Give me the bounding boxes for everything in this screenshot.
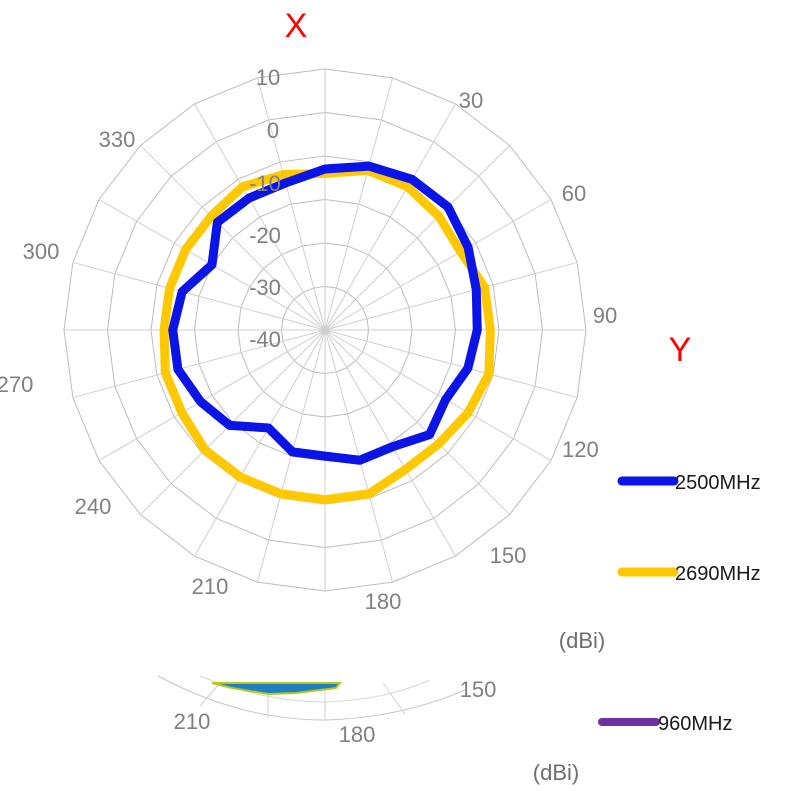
grid-spoke xyxy=(324,199,552,331)
angle-label-180: 180 xyxy=(365,589,402,614)
fragment-unit-label: (dBi) xyxy=(533,760,579,785)
grid-spoke xyxy=(324,329,510,515)
angle-label-150: 150 xyxy=(490,543,527,568)
series-line-2690MHz xyxy=(159,165,495,505)
grid-spoke xyxy=(324,77,394,331)
y-axis-title: Y xyxy=(669,331,692,369)
radial-tick-label: 10 xyxy=(256,65,280,90)
grid-spoke xyxy=(324,145,510,331)
angle-label-300: 300 xyxy=(23,239,60,264)
grid-spoke xyxy=(256,77,326,331)
radial-tick-label: -20 xyxy=(249,223,281,248)
series-layer xyxy=(159,161,495,505)
radial-tick-label: -10 xyxy=(249,171,281,196)
grid-spoke xyxy=(194,103,326,331)
polar-grid xyxy=(63,68,587,592)
radial-tick-label: -30 xyxy=(249,275,281,300)
angle-label-330: 330 xyxy=(99,127,136,152)
grid-spoke xyxy=(140,145,326,331)
fragment-angle-label-180: 180 xyxy=(339,722,376,747)
grid-spoke xyxy=(194,329,326,557)
fragment-angle-label-150: 150 xyxy=(460,677,497,702)
fragment-series-shape xyxy=(211,682,343,696)
grid-spoke xyxy=(324,261,578,331)
angle-label-90: 90 xyxy=(593,303,617,328)
grid-spoke xyxy=(72,329,326,399)
angle-label-210: 210 xyxy=(192,574,229,599)
angle-tick-labels: 30 60 90 120 150 180 210 240 270 300 330 xyxy=(0,88,617,614)
angle-label-60: 60 xyxy=(562,181,586,206)
grid-spoke xyxy=(324,329,552,461)
fragment-legend-label-960: 960MHz xyxy=(658,713,732,735)
legend: 2500MHz 2690MHz xyxy=(617,472,761,585)
radial-tick-labels: 10 0 -10 -20 -30 -40 xyxy=(249,65,281,352)
fragment-spoke xyxy=(382,682,406,715)
lower-chart-fragment: 210 180 150 960MHz (dBi) xyxy=(157,675,732,785)
grid-spoke xyxy=(324,329,578,399)
fragment-spoke xyxy=(199,682,221,707)
legend-label-2500: 2500MHz xyxy=(675,472,761,494)
grid-spoke xyxy=(98,329,326,461)
angle-label-30: 30 xyxy=(459,88,483,113)
angle-label-120: 120 xyxy=(562,437,599,462)
fragment-angle-label-210: 210 xyxy=(174,709,211,734)
angle-label-270: 270 xyxy=(0,372,33,397)
grid-spoke xyxy=(72,261,326,331)
radial-tick-label: 0 xyxy=(267,118,279,143)
unit-label: (dBi) xyxy=(559,628,605,653)
radial-tick-label: -40 xyxy=(249,327,281,352)
x-axis-title: X xyxy=(285,7,308,45)
angle-label-240: 240 xyxy=(75,494,112,519)
legend-label-2690: 2690MHz xyxy=(675,563,761,585)
grid-spoke xyxy=(324,103,456,331)
